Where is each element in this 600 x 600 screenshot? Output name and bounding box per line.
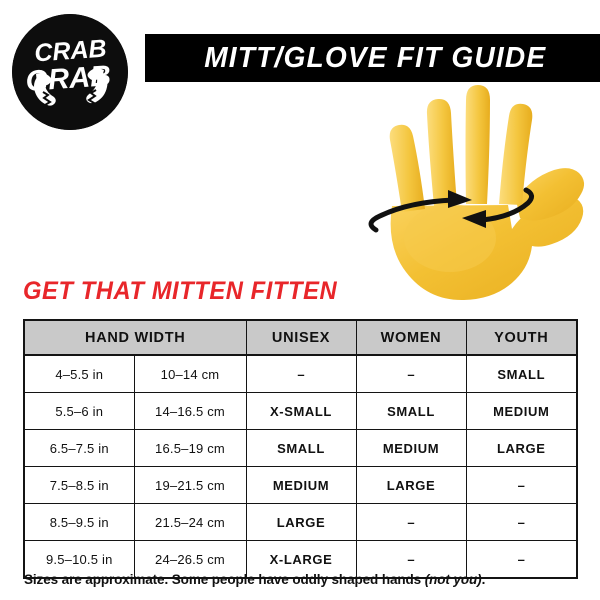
footnote-end: . [481, 572, 486, 587]
hand-shape [389, 85, 585, 301]
cell-inches: 5.5–6 in [23, 392, 135, 430]
cell-inches: 7.5–8.5 in [23, 466, 135, 504]
cell-women: – [355, 354, 467, 393]
crab-claw-right-icon [86, 68, 108, 107]
cell-cm: 10–14 cm [133, 354, 247, 393]
cell-unisex: LARGE [245, 503, 357, 541]
cell-inches: 8.5–9.5 in [23, 503, 135, 541]
arrow-head-left [462, 210, 486, 228]
cell-youth: – [465, 503, 578, 541]
column-header-hand-width: HAND WIDTH [23, 319, 247, 356]
crab-claw-left-icon [34, 73, 56, 109]
footnote-main: Sizes are approximate. Some people have … [24, 572, 425, 587]
cell-unisex: – [245, 354, 357, 393]
table-row: 8.5–9.5 in 21.5–24 cm LARGE – – [23, 503, 578, 541]
crab-grab-logo-svg: CRAB GRAB [12, 14, 128, 130]
cell-cm: 24–26.5 cm [133, 540, 247, 579]
cell-youth: – [465, 466, 578, 504]
footnote: Sizes are approximate. Some people have … [24, 572, 584, 587]
cell-inches: 6.5–7.5 in [23, 429, 135, 467]
column-header-youth: YOUTH [465, 319, 578, 356]
cell-women: SMALL [355, 392, 467, 430]
cell-unisex: X-SMALL [245, 392, 357, 430]
table-header: HAND WIDTH UNISEX WOMEN YOUTH [23, 319, 578, 356]
open-hand-measure-icon [368, 85, 585, 301]
column-header-unisex: UNISEX [245, 319, 357, 356]
arrow-head-right [448, 190, 472, 208]
cell-youth: – [465, 540, 578, 579]
logo-text-crab: CRAB [33, 35, 107, 68]
cell-women: LARGE [355, 466, 467, 504]
table-row: 5.5–6 in 14–16.5 cm X-SMALL SMALL MEDIUM [23, 392, 578, 430]
cell-women: – [355, 540, 467, 579]
table-header-row: HAND WIDTH UNISEX WOMEN YOUTH [23, 319, 578, 356]
fit-guide-table: HAND WIDTH UNISEX WOMEN YOUTH 4–5.5 in 1… [23, 319, 578, 579]
section-heading: GET THAT MITTEN FITTEN [23, 277, 338, 305]
cell-inches: 4–5.5 in [23, 354, 135, 393]
table-row: 9.5–10.5 in 24–26.5 cm X-LARGE – – [23, 540, 578, 579]
table-row: 6.5–7.5 in 16.5–19 cm SMALL MEDIUM LARGE [23, 429, 578, 467]
page-title: MITT/GLOVE FIT GUIDE [204, 41, 547, 74]
table-row: 4–5.5 in 10–14 cm – – SMALL [23, 354, 578, 393]
cell-youth: LARGE [465, 429, 578, 467]
cell-cm: 21.5–24 cm [133, 503, 247, 541]
cell-women: MEDIUM [355, 429, 467, 467]
page-header: CRAB GRAB MITT/GLOVE FIT GUIDE [0, 0, 600, 130]
cell-youth: MEDIUM [465, 392, 578, 430]
cell-women: – [355, 503, 467, 541]
cell-inches: 9.5–10.5 in [23, 540, 135, 579]
crab-grab-logo: CRAB GRAB [12, 14, 128, 130]
cell-cm: 19–21.5 cm [133, 466, 247, 504]
title-banner: MITT/GLOVE FIT GUIDE [145, 34, 600, 82]
measure-arrow-icon [368, 187, 534, 233]
cell-cm: 14–16.5 cm [133, 392, 247, 430]
table-row: 7.5–8.5 in 19–21.5 cm MEDIUM LARGE – [23, 466, 578, 504]
footnote-italic: (not you) [424, 572, 482, 587]
column-header-women: WOMEN [355, 319, 467, 356]
table-body: 4–5.5 in 10–14 cm – – SMALL 5.5–6 in 14–… [23, 354, 578, 579]
hand-illustration [330, 78, 592, 310]
cell-unisex: SMALL [245, 429, 357, 467]
cell-cm: 16.5–19 cm [133, 429, 247, 467]
cell-youth: SMALL [465, 354, 578, 393]
cell-unisex: X-LARGE [245, 540, 357, 579]
cell-unisex: MEDIUM [245, 466, 357, 504]
